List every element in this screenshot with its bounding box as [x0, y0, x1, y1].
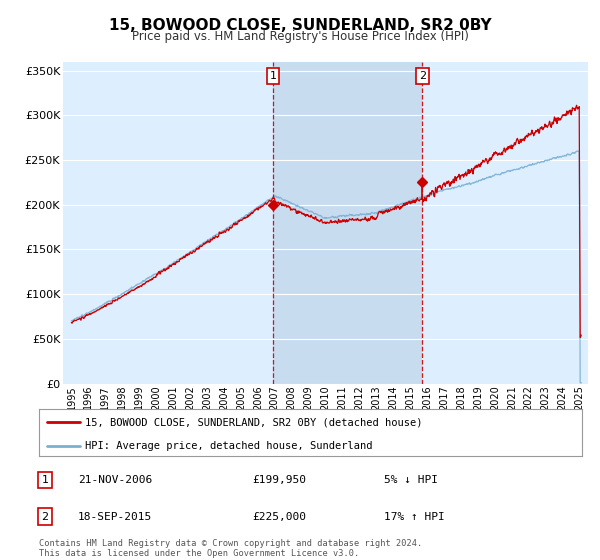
Text: £225,000: £225,000: [252, 512, 306, 521]
Text: Contains HM Land Registry data © Crown copyright and database right 2024.
This d: Contains HM Land Registry data © Crown c…: [39, 539, 422, 558]
Text: 2: 2: [419, 71, 426, 81]
Text: 15, BOWOOD CLOSE, SUNDERLAND, SR2 0BY: 15, BOWOOD CLOSE, SUNDERLAND, SR2 0BY: [109, 18, 491, 32]
Bar: [273, 62, 422, 384]
Text: HPI: Average price, detached house, Sunderland: HPI: Average price, detached house, Sund…: [85, 441, 373, 451]
Text: 5% ↓ HPI: 5% ↓ HPI: [384, 475, 438, 485]
Text: Price paid vs. HM Land Registry's House Price Index (HPI): Price paid vs. HM Land Registry's House …: [131, 30, 469, 43]
Text: £199,950: £199,950: [252, 475, 306, 485]
Text: 1: 1: [41, 475, 49, 485]
Text: 15, BOWOOD CLOSE, SUNDERLAND, SR2 0BY (detached house): 15, BOWOOD CLOSE, SUNDERLAND, SR2 0BY (d…: [85, 417, 422, 427]
Text: 2: 2: [41, 512, 49, 521]
Text: 21-NOV-2006: 21-NOV-2006: [78, 475, 152, 485]
Text: 1: 1: [269, 71, 277, 81]
Text: 18-SEP-2015: 18-SEP-2015: [78, 512, 152, 521]
Text: 17% ↑ HPI: 17% ↑ HPI: [384, 512, 445, 521]
